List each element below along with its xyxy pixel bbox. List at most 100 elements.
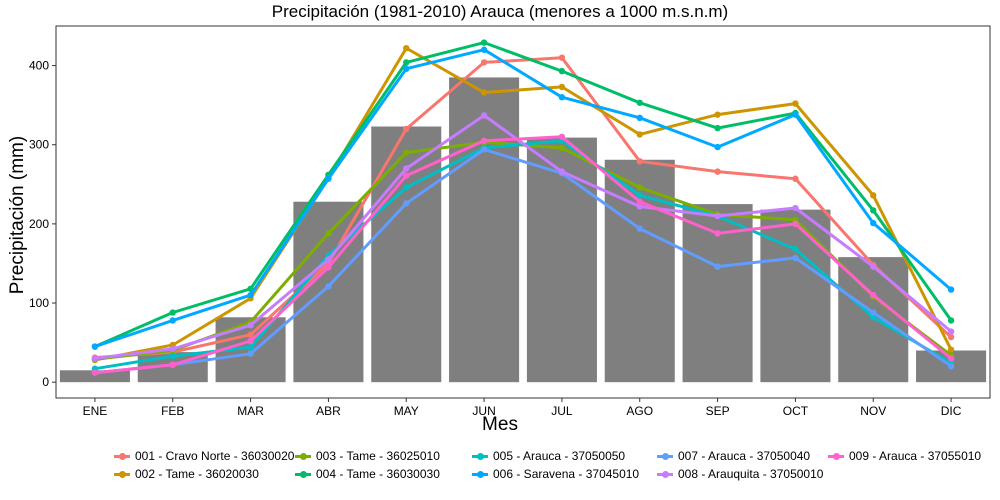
legend-item: 008 - Arauquita - 37050010	[656, 465, 823, 483]
series-point-2	[947, 346, 955, 353]
legend-item: 009 - Arauca - 37055010	[827, 447, 981, 465]
series-point-6	[247, 291, 254, 299]
series-point-7	[870, 309, 877, 316]
series-point-8	[558, 168, 566, 175]
y-tick-label: 300	[29, 138, 49, 152]
x-tick-label: SEP	[706, 404, 730, 418]
series-point-4	[169, 309, 176, 316]
series-point-6	[91, 343, 99, 350]
legend-item: 002 - Tame - 36020030	[113, 465, 259, 483]
series-point-4	[870, 207, 877, 214]
series-point-7	[403, 200, 410, 207]
legend-key	[294, 465, 312, 483]
series-point-7	[947, 363, 955, 370]
series-point-1	[558, 54, 566, 61]
series-line-8	[94, 113, 953, 360]
series-point-8	[870, 263, 877, 270]
bar-jun	[449, 77, 520, 383]
series-point-8	[247, 321, 254, 329]
chart-title: Precipitación (1981-2010) Arauca (menore…	[271, 2, 729, 21]
series-point-3	[403, 149, 410, 156]
series-line-1	[94, 56, 953, 360]
y-tick-label: 200	[29, 217, 49, 231]
series-point-8	[636, 203, 643, 210]
series-point-3	[636, 184, 643, 191]
x-axis-label: Mes	[482, 414, 518, 435]
series-point-6	[558, 94, 566, 101]
legend-key	[113, 465, 131, 483]
series-point-6	[480, 46, 488, 53]
y-tick-label: 0	[42, 375, 49, 389]
series-point-2	[403, 44, 410, 52]
series-point-4	[636, 99, 643, 106]
series-point-8	[947, 328, 955, 335]
series-point-9	[480, 137, 488, 144]
series-point-6	[870, 219, 877, 227]
series-point-6	[792, 111, 799, 118]
x-tick-label: ABR	[316, 404, 341, 418]
legend-key	[827, 447, 845, 465]
legend-label: 008 - Arauquita - 37050010	[678, 467, 824, 481]
series-point-4	[480, 39, 488, 46]
series-point-5	[636, 192, 643, 199]
series-point-1	[247, 331, 254, 338]
chart-legend: 001 - Cravo Norte - 36030020 002 - Tame -…	[113, 447, 983, 487]
x-tick-label: JUN	[472, 404, 495, 418]
series-point-8	[792, 204, 799, 212]
x-tick-label: ENE	[83, 404, 108, 418]
legend-label: 003 - Tame - 36025010	[316, 449, 440, 463]
series-point-9	[870, 291, 877, 299]
legend-key	[656, 465, 674, 483]
series-line-4	[94, 41, 953, 348]
series-point-2	[792, 100, 799, 107]
x-tick-label: FEB	[161, 404, 184, 418]
series-point-9	[558, 133, 566, 141]
series-point-1	[714, 168, 721, 175]
legend-label: 001 - Cravo Norte - 36030020	[135, 449, 295, 463]
series-point-9	[247, 337, 254, 345]
series-point-8	[325, 256, 332, 263]
legend-label: 005 - Arauca - 37050050	[493, 449, 626, 463]
series-point-9	[947, 355, 955, 362]
legend-item: 001 - Cravo Norte - 36030020	[113, 447, 294, 465]
legend-label: 009 - Arauca - 37055010	[849, 449, 982, 463]
series-point-4	[403, 59, 410, 66]
series-point-3	[325, 230, 332, 237]
x-tick-label: AGO	[626, 404, 653, 418]
bar-jul	[526, 137, 597, 383]
legend-key	[471, 465, 489, 483]
series-point-4	[947, 317, 955, 324]
series-point-1	[636, 158, 643, 165]
series-point-8	[714, 212, 721, 220]
series-point-6	[714, 143, 721, 151]
series-point-8	[480, 112, 488, 119]
legend-label: 002 - Tame - 36020030	[135, 467, 259, 481]
series-point-6	[636, 114, 643, 122]
series-point-9	[91, 369, 99, 376]
series-point-2	[480, 89, 488, 96]
series-point-7	[480, 146, 488, 153]
series-point-6	[947, 286, 955, 293]
legend-item: 007 - Arauca - 37050040	[656, 447, 810, 465]
series-point-5	[247, 344, 254, 351]
legend-key	[294, 447, 312, 465]
series-line-6	[94, 48, 953, 349]
series-point-3	[558, 144, 566, 152]
series-point-9	[325, 264, 332, 271]
legend-key	[656, 447, 674, 465]
x-tick-label: DIC	[941, 404, 962, 418]
x-tick-label: JUL	[551, 404, 573, 418]
series-point-5	[870, 314, 877, 321]
series-point-7	[636, 225, 643, 232]
legend-item: 006 - Saravena - 37045010	[471, 465, 639, 483]
series-point-9	[792, 220, 799, 228]
series-point-6	[403, 65, 410, 72]
series-point-9	[714, 230, 721, 237]
series-point-1	[480, 59, 488, 66]
series-point-2	[636, 131, 643, 138]
legend-label: 007 - Arauca - 37050040	[678, 449, 811, 463]
series-point-8	[91, 355, 99, 362]
series-point-4	[558, 67, 566, 75]
series-point-2	[558, 83, 566, 91]
legend-item: 003 - Tame - 36025010	[294, 447, 440, 465]
